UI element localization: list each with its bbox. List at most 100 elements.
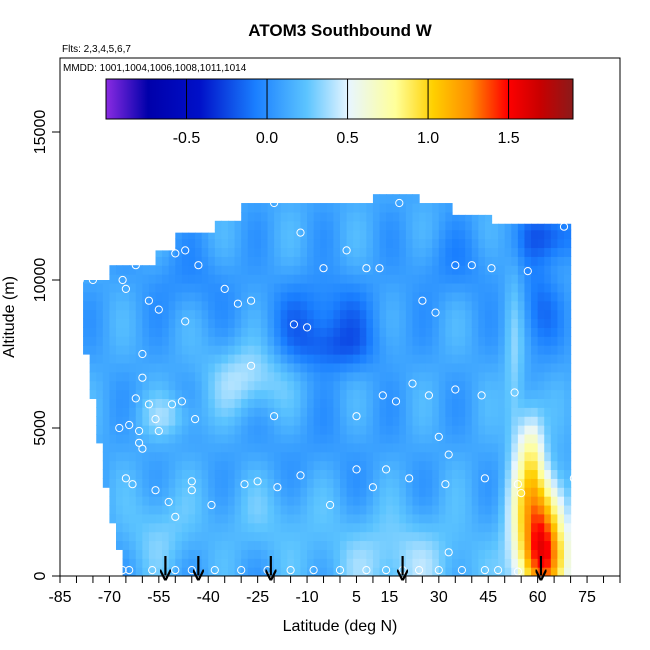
- heatmap-cell: [267, 274, 275, 284]
- heatmap-cell: [228, 229, 236, 240]
- heatmap-cell: [214, 256, 223, 266]
- heatmap-cell: [544, 318, 552, 328]
- heatmap-cell: [175, 540, 183, 550]
- heatmap-cell: [465, 558, 473, 568]
- heatmap-cell: [511, 247, 519, 257]
- heatmap-cell: [313, 407, 321, 417]
- heatmap-cell: [458, 478, 466, 488]
- heatmap-cell: [517, 265, 526, 275]
- heatmap-cell: [326, 327, 335, 337]
- heatmap-cell: [392, 318, 400, 328]
- heatmap-cell: [208, 389, 216, 399]
- sample-point: [131, 394, 140, 403]
- heatmap-cell: [260, 513, 269, 524]
- heatmap-cell: [162, 531, 170, 542]
- heatmap-cell: [148, 531, 157, 542]
- heatmap-cell: [399, 327, 407, 337]
- heatmap-cell: [234, 433, 242, 444]
- heatmap-cell: [221, 513, 229, 524]
- heatmap-cell: [287, 433, 295, 444]
- heatmap-cell: [445, 398, 453, 408]
- heatmap-cell: [109, 300, 117, 311]
- heatmap-cell: [478, 522, 486, 533]
- heatmap-cell: [366, 487, 374, 497]
- heatmap-cell: [260, 362, 269, 373]
- heatmap-cell: [372, 398, 381, 408]
- heatmap-cell: [168, 442, 176, 453]
- heatmap-cell: [531, 425, 539, 435]
- heatmap-cell: [471, 558, 479, 568]
- heatmap-cell: [274, 229, 282, 240]
- heatmap-cell: [175, 531, 183, 542]
- heatmap-cell: [333, 380, 341, 391]
- heatmap-cell: [471, 478, 479, 488]
- heatmap-cell: [531, 247, 539, 257]
- heatmap-cell: [484, 389, 493, 399]
- heatmap-cell: [313, 416, 321, 426]
- heatmap-cell: [399, 389, 407, 399]
- heatmap-cell: [386, 220, 394, 231]
- heatmap-cell: [214, 309, 223, 320]
- heatmap-cell: [372, 300, 381, 311]
- heatmap-cell: [392, 460, 400, 471]
- heatmap-cell: [293, 291, 302, 302]
- heatmap-cell: [333, 282, 341, 293]
- heatmap-cell: [399, 345, 407, 355]
- heatmap-cell: [478, 300, 486, 311]
- heatmap-cell: [399, 282, 407, 293]
- heatmap-cell: [465, 496, 473, 506]
- heatmap-cell: [412, 211, 420, 222]
- heatmap-cell: [208, 460, 216, 471]
- heatmap-cell: [247, 549, 255, 559]
- heatmap-cell: [425, 380, 433, 391]
- heatmap-cell: [498, 380, 506, 391]
- heatmap-cell: [524, 354, 532, 364]
- heatmap-cell: [340, 522, 348, 533]
- heatmap-cell: [366, 247, 374, 257]
- heatmap-cell: [307, 354, 315, 364]
- heatmap-cell: [313, 309, 321, 320]
- heatmap-cell: [484, 300, 493, 311]
- heatmap-cell: [484, 451, 493, 462]
- heatmap-cell: [531, 345, 539, 355]
- heatmap-cell: [452, 496, 460, 506]
- heatmap-cell: [241, 247, 249, 257]
- heatmap-cell: [511, 327, 519, 337]
- heatmap-cell: [405, 531, 414, 542]
- heatmap-cell: [432, 380, 440, 391]
- heatmap-cell: [544, 229, 552, 240]
- heatmap-cell: [405, 336, 414, 346]
- heatmap-cell: [340, 327, 348, 337]
- heatmap-cell: [293, 247, 302, 257]
- heatmap-cell: [89, 336, 97, 346]
- heatmap-cell: [524, 478, 532, 488]
- heatmap-cell: [372, 380, 381, 391]
- heatmap-cell: [129, 425, 137, 435]
- heatmap-cell: [353, 407, 361, 417]
- heatmap-cell: [458, 558, 466, 568]
- heatmap-cell: [155, 291, 163, 302]
- heatmap-cell: [96, 327, 104, 337]
- heatmap-cell: [484, 522, 493, 533]
- heatmap-cell: [254, 247, 262, 257]
- heatmap-cell: [221, 327, 229, 337]
- heatmap-cell: [320, 442, 328, 453]
- heatmap-cell: [359, 203, 367, 213]
- heatmap-cell: [254, 229, 262, 240]
- heatmap-cell: [228, 567, 236, 576]
- heatmap-cell: [504, 442, 512, 453]
- heatmap-cell: [162, 504, 170, 515]
- heatmap-cell: [326, 238, 335, 249]
- heatmap-cell: [511, 265, 519, 275]
- heatmap-cell: [465, 371, 473, 382]
- heatmap-cell: [379, 416, 387, 426]
- heatmap-cell: [504, 398, 512, 408]
- heatmap-cell: [181, 345, 190, 355]
- heatmap-cell: [504, 469, 512, 479]
- heatmap-cell: [195, 433, 203, 444]
- heatmap-cell: [491, 496, 499, 506]
- heatmap-cell: [287, 442, 295, 453]
- heatmap-cell: [366, 504, 374, 515]
- heatmap-cell: [102, 371, 111, 382]
- heatmap-cell: [379, 345, 387, 355]
